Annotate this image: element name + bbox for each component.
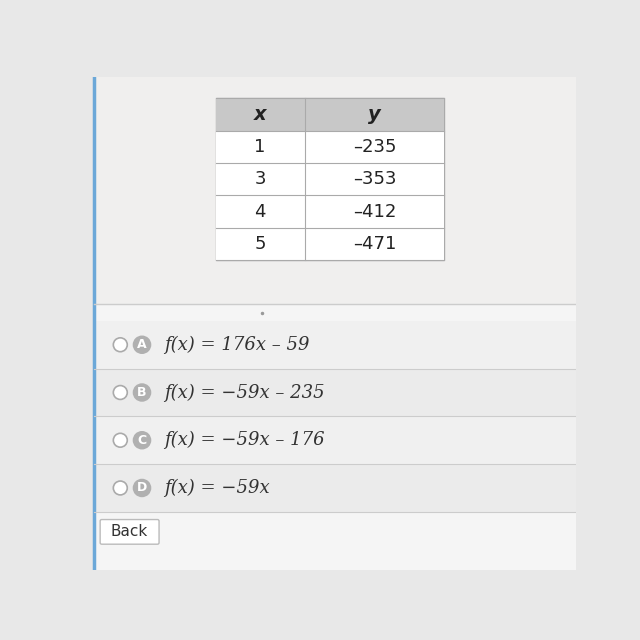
Text: C: C [138, 434, 147, 447]
Text: x: x [254, 105, 266, 124]
Text: 3: 3 [255, 170, 266, 188]
Text: B: B [137, 386, 147, 399]
Text: D: D [137, 481, 147, 495]
Text: f(x) = 176x – 59: f(x) = 176x – 59 [164, 335, 309, 354]
Circle shape [132, 335, 151, 354]
Circle shape [113, 385, 127, 399]
Text: –471: –471 [353, 235, 396, 253]
FancyBboxPatch shape [216, 195, 444, 228]
Text: y: y [368, 105, 381, 124]
Text: f(x) = −59x – 235: f(x) = −59x – 235 [164, 383, 324, 402]
FancyBboxPatch shape [216, 99, 444, 131]
Text: A: A [137, 339, 147, 351]
FancyBboxPatch shape [94, 464, 576, 512]
Text: 1: 1 [255, 138, 266, 156]
Text: f(x) = −59x – 176: f(x) = −59x – 176 [164, 431, 324, 449]
Circle shape [113, 338, 127, 352]
Circle shape [113, 481, 127, 495]
Circle shape [113, 433, 127, 447]
Text: –353: –353 [353, 170, 396, 188]
Text: 5: 5 [255, 235, 266, 253]
FancyBboxPatch shape [94, 77, 576, 304]
FancyBboxPatch shape [216, 228, 444, 260]
Text: f(x) = −59x: f(x) = −59x [164, 479, 269, 497]
Circle shape [132, 479, 151, 497]
FancyBboxPatch shape [100, 520, 159, 544]
Text: Back: Back [111, 524, 148, 540]
Circle shape [132, 383, 151, 402]
Text: –235: –235 [353, 138, 396, 156]
FancyBboxPatch shape [216, 131, 444, 163]
Text: 4: 4 [255, 202, 266, 221]
Circle shape [132, 431, 151, 449]
Text: –412: –412 [353, 202, 396, 221]
FancyBboxPatch shape [216, 163, 444, 195]
FancyBboxPatch shape [94, 369, 576, 417]
FancyBboxPatch shape [94, 304, 576, 570]
FancyBboxPatch shape [94, 321, 576, 369]
FancyBboxPatch shape [94, 417, 576, 464]
